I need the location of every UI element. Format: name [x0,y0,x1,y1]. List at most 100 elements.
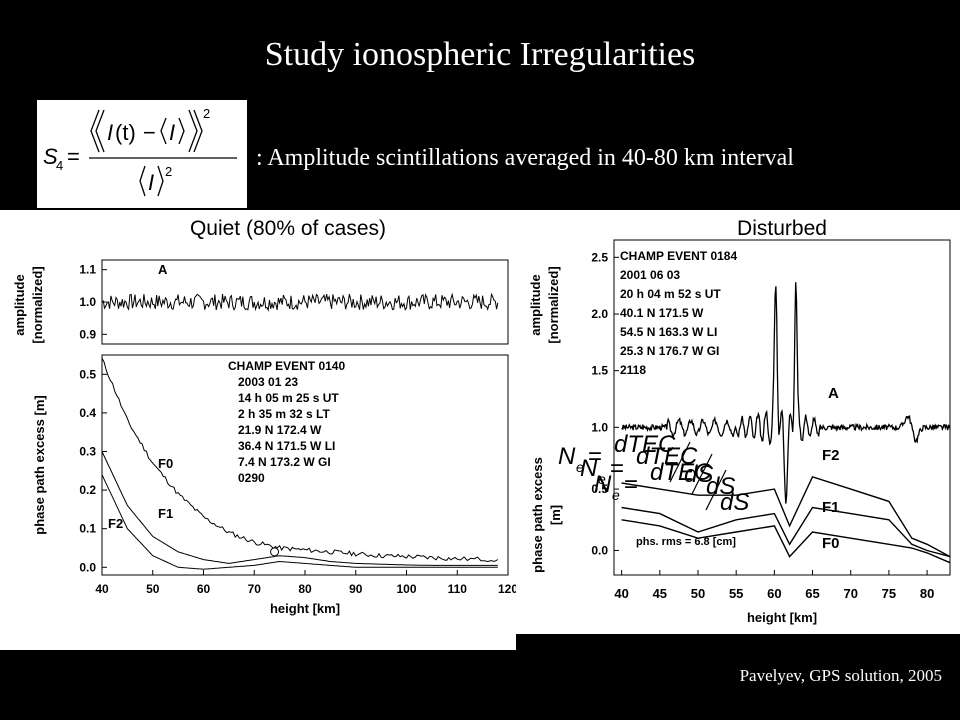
disturbed-series-f2-label: F2 [822,447,840,464]
disturbed-series-a-label: A [828,385,839,402]
overlay-num: dTEC [650,459,712,486]
disturbed-top-ytick-label: 1.0 [591,420,608,434]
quiet-series-f1-label: F1 [158,506,173,521]
formula-den-i: I [148,170,154,195]
overlay-den: dS [684,461,713,488]
disturbed-xtick-label: 65 [805,586,819,601]
disturbed-top-ytick-label: 1.5 [591,364,608,378]
quiet-series-f0-label: F0 [158,456,173,471]
formula-description: : Amplitude scintillations averaged in 4… [256,145,794,171]
quiet-xtick-label: 50 [146,582,160,596]
quiet-chart-title: Quiet (80% of cases) [190,217,386,240]
disturbed-annotation-line: 54.5 N 163.3 W LI [620,325,717,339]
disturbed-rms-note: phs. rms = 6.8 [cm] [636,536,736,548]
disturbed-series-f0 [621,519,951,564]
overlay-lhs-sub: e [598,471,606,487]
quiet-bottom-ytick-label: 0.4 [79,406,96,420]
overlay-eq: = [624,471,638,498]
disturbed-top-ytick-label: 2.0 [591,307,608,321]
disturbed-chart-panel: Disturbed amplitude [normalized] phase p… [516,210,960,634]
quiet-annotation-line: 2 h 35 m 32 s LT [238,407,330,421]
quiet-xtick-label: 100 [396,582,416,596]
disturbed-series-f1-label: F1 [822,499,840,516]
disturbed-bottom-ytick-label: 0.5 [591,482,608,496]
quiet-top-ytick-label: 1.0 [79,295,96,309]
quiet-amplitude-label: amplitude [12,274,27,335]
formula-lhs-sub: 4 [56,158,63,173]
quiet-xtick-label: 40 [95,582,109,596]
formula-num-i1: I [107,120,113,145]
overlay-slash [669,441,691,483]
formula-num-t: (t) [115,120,136,145]
quiet-annotation-line: CHAMP EVENT 0140 [228,359,345,373]
overlay-lhs: N [594,471,612,498]
svg-text:−: − [143,120,156,145]
disturbed-axes [613,239,951,576]
disturbed-xtick-label: 55 [729,586,743,601]
overlay-lhs: N [580,455,598,482]
quiet-top-ytick-label: 0.9 [79,327,96,341]
quiet-annotation-line: 0290 [238,471,265,485]
quiet-marker [270,547,280,557]
formula-den-exp: 2 [165,164,172,179]
quiet-bottom-ytick-label: 0.2 [79,483,96,497]
overlay-num: dTEC [614,431,676,458]
slide-title: Study ionospheric Irregularities [264,36,696,73]
disturbed-xlabel: height [km] [747,610,817,625]
quiet-phase-label: phase path excess [m] [32,395,47,534]
disturbed-annotation-line: 2118 [620,363,646,377]
quiet-series-a-label: A [158,262,168,277]
overlay-eq: = [588,443,602,470]
disturbed-chart: Disturbed amplitude [normalized] phase p… [528,217,951,625]
quiet-annotation-line: 14 h 05 m 25 s UT [238,391,339,405]
quiet-amplitude-label2: [normalized] [30,266,45,343]
quiet-xtick-label: 110 [448,582,468,596]
quiet-xtick-label: 60 [197,582,211,596]
disturbed-annotation-line: CHAMP EVENT 0184 [620,249,737,263]
overlay-lhs-sub: e [576,459,584,475]
quiet-chart-panel: Quiet (80% of cases) amplitude [normaliz… [0,210,518,650]
formula-exp: 2 [203,106,210,121]
quiet-bottom-ytick-label: 0.3 [79,444,96,458]
disturbed-amplitude-label2: [normalized] [546,266,561,343]
disturbed-xtick-label: 60 [767,586,781,601]
disturbed-phase-label2: [m] [548,505,563,525]
citation: Pavelyev, GPS solution, 2005 [739,666,942,685]
disturbed-annotation-line: 2001 06 03 [620,268,680,282]
disturbed-annotation-line: 40.1 N 171.5 W [620,306,704,320]
quiet-series-f2-label: F2 [108,516,123,531]
quiet-chart: Quiet (80% of cases) amplitude [normaliz… [12,217,518,616]
disturbed-series-f2 [621,475,951,558]
quiet-xtick-label: 70 [248,582,262,596]
overlay-eq: = [610,455,624,482]
overlay-den: dS [706,473,735,500]
quiet-series-f2 [101,474,498,570]
quiet-bottom-ytick-label: 0.0 [79,560,96,574]
disturbed-xtick-label: 75 [882,586,896,601]
disturbed-xtick-label: 40 [614,586,628,601]
quiet-annotation-line: 7.4 N 173.2 W GI [238,455,331,469]
overlay-lhs: N [558,443,576,470]
svg-text:=: = [67,144,80,169]
overlay-slash [691,453,713,495]
quiet-bottom-ytick-label: 0.5 [79,367,96,381]
disturbed-annotation-line: 20 h 04 m 52 s UT [620,287,721,301]
disturbed-xtick-label: 50 [691,586,705,601]
disturbed-annotation-line: 25.3 N 176.7 W GI [620,344,719,358]
disturbed-series-f1 [621,506,951,558]
s4-formula-svg: S 4 = I (t) − I 2 I 2 [43,106,237,197]
disturbed-top-ytick-label: 2.5 [591,250,608,264]
quiet-annotation-line: 36.4 N 171.5 W LI [238,439,335,453]
formula-lhs: S [43,144,58,169]
disturbed-xtick-label: 45 [653,586,667,601]
quiet-series-f1 [101,451,498,566]
quiet-series-a [101,292,499,312]
overlay-lhs-sub: e [612,487,620,503]
disturbed-amplitude-label: amplitude [528,274,543,335]
quiet-xtick-label: 90 [349,582,363,596]
quiet-annotation-line: 21.9 N 172.4 W [238,423,322,437]
